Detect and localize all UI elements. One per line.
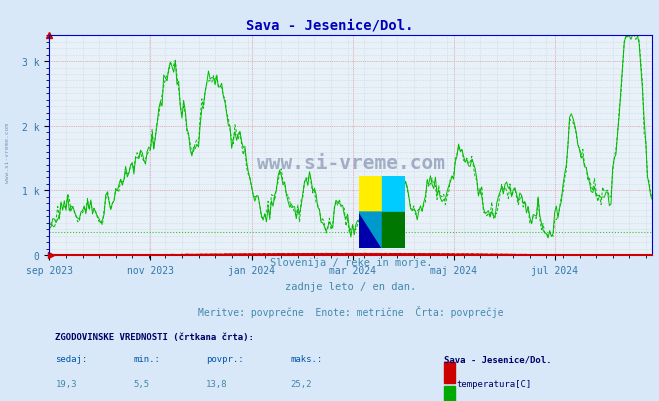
Bar xyxy=(444,386,455,401)
Polygon shape xyxy=(382,213,405,249)
Text: Meritve: povprečne  Enote: metrične  Črta: povprečje: Meritve: povprečne Enote: metrične Črta:… xyxy=(198,305,503,317)
Polygon shape xyxy=(359,176,382,213)
Polygon shape xyxy=(359,213,382,249)
Text: min.:: min.: xyxy=(134,354,161,364)
Text: 13,8: 13,8 xyxy=(206,379,228,388)
Text: ZGODOVINSKE VREDNOSTI (črtkana črta):: ZGODOVINSKE VREDNOSTI (črtkana črta): xyxy=(55,332,254,341)
Text: Sava - Jesenice/Dol.: Sava - Jesenice/Dol. xyxy=(444,354,552,364)
Text: 5,5: 5,5 xyxy=(134,379,150,388)
Bar xyxy=(444,362,455,383)
Text: 25,2: 25,2 xyxy=(291,379,312,388)
Text: www.si-vreme.com: www.si-vreme.com xyxy=(5,122,11,182)
Text: 19,3: 19,3 xyxy=(55,379,77,388)
Text: Slovenija / reke in morje.: Slovenija / reke in morje. xyxy=(270,257,432,267)
Text: www.si-vreme.com: www.si-vreme.com xyxy=(257,154,445,173)
Polygon shape xyxy=(359,213,382,249)
Text: temperatura[C]: temperatura[C] xyxy=(457,379,532,388)
Text: povpr.:: povpr.: xyxy=(206,354,244,364)
Text: zadnje leto / en dan.: zadnje leto / en dan. xyxy=(285,281,416,291)
Text: sedaj:: sedaj: xyxy=(55,354,88,364)
Text: maks.:: maks.: xyxy=(291,354,323,364)
Text: Sava - Jesenice/Dol.: Sava - Jesenice/Dol. xyxy=(246,18,413,32)
Polygon shape xyxy=(382,176,405,213)
